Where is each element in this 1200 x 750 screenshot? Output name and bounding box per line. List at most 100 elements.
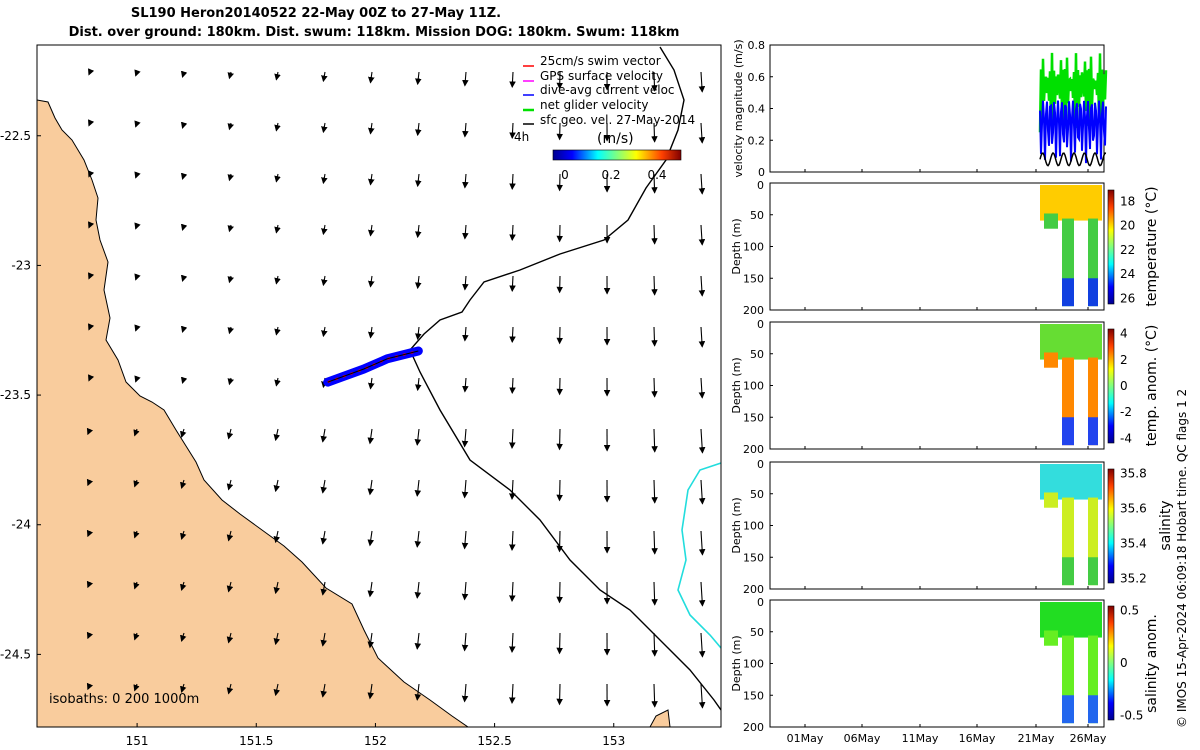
cb-tick-label-0: 0.5 (1120, 604, 1139, 618)
map-ytick-label-2: -23.5 (0, 388, 31, 402)
depth-ytick-label-1: 100 (743, 380, 764, 393)
velocity-arrow (86, 478, 94, 487)
depth-ytick-label-3: 200 (743, 721, 764, 734)
velocity-arrow (698, 632, 706, 658)
velocity-arrow (180, 428, 187, 438)
velocity-arrow (368, 326, 375, 339)
map-ytick-label-1: -23 (11, 258, 31, 272)
depth-ytick-label-0: 50 (750, 488, 764, 501)
velocity-arrow (509, 479, 516, 500)
depth-ytick-label-2: 150 (743, 551, 764, 564)
velocity-arrow (509, 530, 516, 551)
heat-column (1088, 497, 1098, 586)
legend-geo-label: sfc geo. vel. 27-May-2014 (540, 113, 695, 127)
velocity-arrow (323, 735, 325, 748)
panel-3: 0 50 100 150 200 Depth (m) 4 2 0 -2 -4 temp. anom. … (730, 318, 1160, 456)
date-tick-label-3: 16May (959, 732, 996, 745)
velocity-arrow (320, 479, 327, 494)
land-east (649, 709, 671, 727)
velocity-arrow (274, 377, 281, 387)
depth-ytick-label-2: 150 (743, 272, 764, 285)
velocity-arrow (414, 326, 422, 341)
velocity-arrow (509, 683, 516, 704)
velocity-arrow (651, 683, 658, 708)
velocity-arrow (509, 122, 516, 140)
depth-ylabel: Depth (m) (730, 635, 743, 691)
velocity-arrow (180, 632, 187, 642)
cb-tick-label-3: -2 (1120, 405, 1132, 419)
velocity-arrow (180, 376, 188, 384)
velocity-arrow (512, 735, 513, 750)
velocity-arrow (414, 632, 422, 650)
velocity-arrow (368, 377, 375, 390)
velocity-arrow (273, 530, 281, 544)
velocity-arrow (651, 224, 658, 245)
depth-ytick-label-0: 50 (750, 626, 764, 639)
depth-ytick-label-1: 100 (743, 520, 764, 533)
velocity-arrow (698, 479, 706, 505)
date-tick-label-1: 06May (844, 732, 881, 745)
map-xtick-label-1: 151.5 (239, 734, 273, 748)
velocity-arrow (461, 428, 469, 448)
legend-net: net glider velocity (523, 98, 648, 112)
heat-column-deep (1088, 557, 1098, 586)
velocity-arrow (651, 173, 658, 194)
velocity-arrow (461, 632, 469, 652)
heat-column-deep (1088, 417, 1098, 446)
velocity-arrow (321, 224, 328, 236)
panel-frame (769, 44, 1105, 173)
velocity-arrow (321, 275, 328, 287)
velocity-arrow (698, 71, 706, 93)
isobath-200 (409, 46, 721, 711)
velocity-arrow (414, 275, 422, 290)
velocity-arrow (180, 325, 188, 333)
velocity-arrow (414, 173, 422, 188)
heat-column (1088, 218, 1098, 307)
velocity-arrow (654, 735, 655, 750)
velocity-arrow (227, 71, 234, 80)
velocity-arrow (227, 224, 234, 233)
map-axis-ticks: 151 151.5 152 152.5 153 -22.5 -23 -23.5 -24 -24.5 (0, 129, 625, 748)
velocity-arrow (180, 70, 188, 78)
velocity-arrow (86, 580, 94, 589)
velocity-arrow (367, 428, 375, 445)
velocity-arrow (414, 428, 422, 446)
velocity-arrow (320, 683, 327, 698)
velocity-arrow (321, 326, 328, 338)
date-tick-label-2: 11May (902, 732, 939, 745)
panel-colorbar (1107, 189, 1115, 305)
velocity-arrow (226, 683, 234, 695)
velocity-arrow (509, 428, 516, 449)
panel-colorbar (1107, 328, 1115, 444)
cb-tick-label-2: 22 (1120, 243, 1135, 257)
depth-top-label: 0 (757, 458, 764, 471)
cb-tick-label-2: 35.4 (1120, 536, 1147, 550)
map-ytick-label-4: -24.5 (0, 647, 31, 661)
vel-ytick-label-2: 0.4 (748, 103, 766, 116)
cb-label: salinity anom. (1144, 614, 1160, 713)
velocity-arrow (134, 222, 141, 230)
velocity-arrow (698, 122, 706, 144)
depth-ylabel: Depth (m) (730, 497, 743, 553)
velocity-arrow (462, 275, 469, 291)
velocity-arrow (134, 273, 141, 281)
cb-label: salinity (1158, 500, 1174, 550)
velocity-arrow (368, 122, 375, 135)
depth-ytick-label-0: 50 (750, 348, 764, 361)
velocity-arrow (180, 121, 188, 129)
velocity-arrow (465, 735, 466, 750)
velocity-arrow (651, 275, 658, 296)
velocity-arrow (133, 479, 140, 488)
velocity-arrows (86, 68, 706, 750)
velocity-arrow (367, 683, 375, 700)
chart-title-line1: SL190 Heron20140522 22-May 00Z to 27-May… (130, 6, 502, 21)
velocity-arrow (651, 326, 658, 347)
velocity-arrow (651, 632, 658, 657)
colorbar-tick-1: 0.2 (601, 168, 620, 182)
velocity-arrow (368, 173, 375, 186)
cb-tick-label-2: -0.5 (1120, 708, 1143, 722)
velocity-arrow (367, 530, 375, 547)
vel-ytick-label-3: 0.6 (748, 71, 766, 84)
map-colorbar (552, 149, 682, 161)
